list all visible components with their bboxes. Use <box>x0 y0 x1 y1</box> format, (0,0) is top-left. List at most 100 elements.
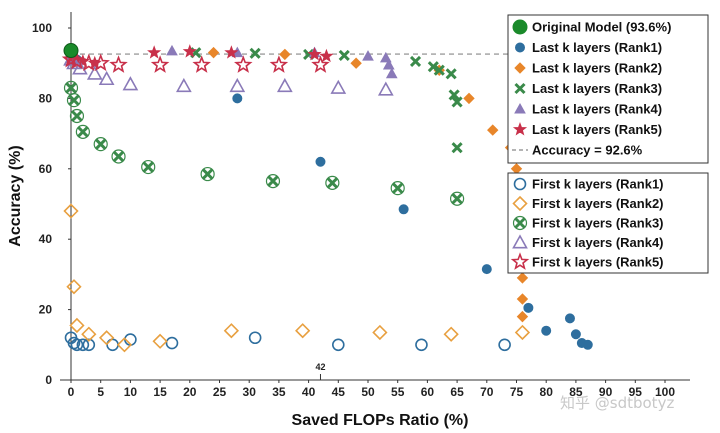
x-tick-label: 0 <box>68 385 75 399</box>
data-point <box>338 49 350 62</box>
legend-label: Last k layers (Rank4) <box>532 102 662 117</box>
series-first-k-layers-rank3 <box>63 80 465 206</box>
data-point <box>81 326 97 342</box>
legend-label: First k layers (Rank3) <box>532 216 664 231</box>
y-tick-labels: 0 20 40 60 80 100 <box>32 21 71 387</box>
data-point <box>427 61 439 73</box>
legend-marker-original-model <box>512 19 528 35</box>
data-point <box>451 142 463 154</box>
x-tick-label: 50 <box>361 385 375 399</box>
series-last-k-layers-rank3 <box>65 47 463 154</box>
x-tick-label: 10 <box>124 385 138 399</box>
data-point <box>350 57 362 69</box>
x-tick-label: 70 <box>480 385 494 399</box>
data-point <box>311 55 330 73</box>
x-tick-label: 100 <box>655 385 675 399</box>
x-tick-label: 35 <box>272 385 286 399</box>
data-point <box>315 156 326 167</box>
data-point <box>570 329 581 340</box>
x-tick-label: 30 <box>243 385 257 399</box>
legend-label: Last k layers (Rank1) <box>532 40 662 55</box>
legend-label: Last k layers (Rank2) <box>532 61 662 76</box>
data-point <box>331 338 345 352</box>
marker-cross <box>202 168 214 180</box>
data-point <box>415 338 428 352</box>
data-point <box>372 324 388 341</box>
marker-cross <box>65 82 77 94</box>
data-point <box>463 92 475 105</box>
data-point <box>176 77 192 93</box>
data-point <box>232 93 243 104</box>
marker-cross <box>112 150 125 163</box>
data-point <box>72 60 88 75</box>
data-point <box>379 51 392 63</box>
x-tick-label: 60 <box>421 385 435 399</box>
data-point <box>150 55 170 73</box>
x-annotation: 42 <box>315 362 325 372</box>
data-point <box>69 317 85 334</box>
data-point <box>276 77 293 93</box>
marker-cross <box>514 217 526 229</box>
data-point <box>269 55 289 73</box>
data-point <box>514 324 531 341</box>
x-tick-label: 40 <box>302 385 316 399</box>
x-tick-label: 5 <box>97 385 104 399</box>
x-tick-label: 90 <box>599 385 613 399</box>
legend-last-k: Original Model (93.6%) Last k layers (Ran… <box>507 14 709 164</box>
x-tick-label: 20 <box>183 385 197 399</box>
x-tick-label: 55 <box>391 385 405 399</box>
legend-first-k: First k layers (Rank1) First k layers (Ra… <box>507 172 709 274</box>
data-point <box>450 191 465 206</box>
data-point <box>207 46 220 59</box>
data-point <box>66 279 82 295</box>
x-tick-label: 75 <box>510 385 524 399</box>
data-point <box>229 77 246 93</box>
data-point <box>448 89 460 101</box>
data-point <box>265 174 281 189</box>
original-model-point <box>63 43 79 59</box>
axes <box>60 12 690 381</box>
series-first-k-layers-rank4 <box>63 51 394 96</box>
data-point <box>516 310 529 323</box>
marker-ring <box>66 93 82 108</box>
x-tick-label: 80 <box>540 385 554 399</box>
marker-ring <box>265 174 281 189</box>
marker-ring <box>450 191 465 206</box>
legend-marker <box>512 215 528 231</box>
data-point <box>390 181 405 196</box>
data-point <box>69 108 85 124</box>
legend-label: First k layers (Rank4) <box>532 235 664 250</box>
data-point <box>498 338 511 352</box>
data-point <box>192 55 211 73</box>
data-point <box>234 55 253 73</box>
data-point <box>362 50 374 61</box>
data-point <box>182 44 197 58</box>
data-point <box>76 338 90 352</box>
legend-label: First k layers (Rank5) <box>532 255 664 270</box>
marker-cross <box>77 126 89 138</box>
data-point <box>433 64 445 76</box>
data-point <box>147 45 162 59</box>
series-first-k-layers-rank2 <box>63 203 531 353</box>
legend-marker <box>514 102 526 114</box>
data-point <box>510 163 523 175</box>
data-point <box>443 326 459 342</box>
marker-cross <box>451 193 463 205</box>
data-point <box>223 323 240 339</box>
marker-ring <box>111 149 126 164</box>
data-point <box>451 96 463 108</box>
x-tick-label: 45 <box>332 385 346 399</box>
data-point <box>398 204 409 215</box>
data-point <box>66 93 82 108</box>
data-point <box>116 337 133 353</box>
marker-cross <box>95 138 107 150</box>
data-point <box>516 272 529 284</box>
marker-ring <box>200 166 215 182</box>
marker-ring <box>512 215 528 231</box>
data-point <box>382 58 395 70</box>
data-point <box>487 124 499 136</box>
x-tick-label: 65 <box>450 385 464 399</box>
x-tick-labels: 0 5 10 15 20 25 30 35 40 45 50 55 60 65 70 75 80 85 90 95 10… <box>68 380 675 399</box>
legend-label: First k layers (Rank2) <box>532 196 664 211</box>
